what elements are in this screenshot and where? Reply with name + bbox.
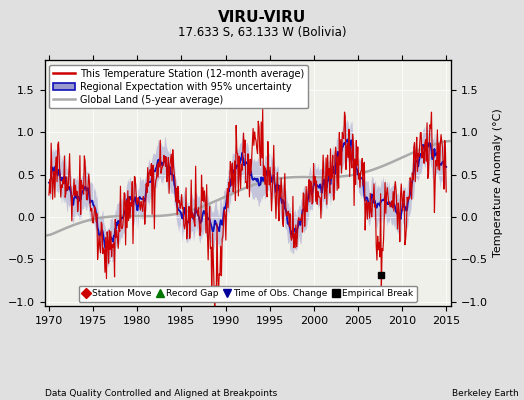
Text: Berkeley Earth: Berkeley Earth: [452, 389, 519, 398]
Text: VIRU-VIRU: VIRU-VIRU: [218, 10, 306, 25]
Text: Data Quality Controlled and Aligned at Breakpoints: Data Quality Controlled and Aligned at B…: [45, 389, 277, 398]
Y-axis label: Temperature Anomaly (°C): Temperature Anomaly (°C): [493, 109, 503, 257]
Text: 17.633 S, 63.133 W (Bolivia): 17.633 S, 63.133 W (Bolivia): [178, 26, 346, 39]
Legend: Station Move, Record Gap, Time of Obs. Change, Empirical Break: Station Move, Record Gap, Time of Obs. C…: [79, 286, 417, 302]
